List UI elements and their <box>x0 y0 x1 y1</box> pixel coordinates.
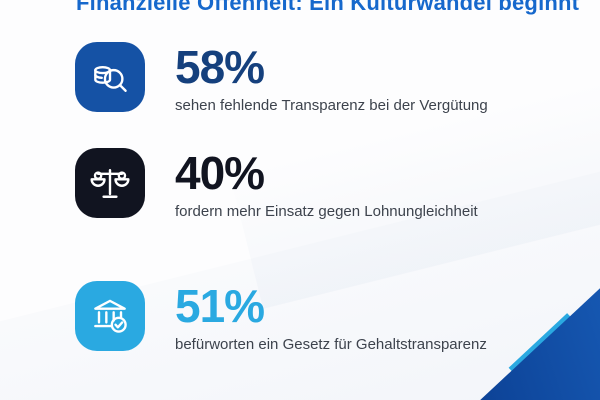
stat-value: 58% <box>175 41 265 93</box>
stat-row-transparency: 58% sehen fehlende Transparenz bei der V… <box>75 42 488 114</box>
balance-scale-icon <box>75 148 145 218</box>
stat-row-equality: 40% fordern mehr Einsatz gegen Lohnungle… <box>75 148 478 220</box>
stat-label: fordern mehr Einsatz gegen Lohnungleichh… <box>175 203 478 220</box>
stat-value: 51% <box>175 280 265 332</box>
stat-row-law: 51% befürworten ein Gesetz für Gehaltstr… <box>75 281 487 353</box>
stat-text: 40% fordern mehr Einsatz gegen Lohnungle… <box>175 148 478 220</box>
magnifier-coins-icon <box>75 42 145 112</box>
page-title: Finanzielle Offenheit: Ein Kulturwandel … <box>76 0 580 15</box>
bank-check-icon <box>75 281 145 351</box>
stat-text: 51% befürworten ein Gesetz für Gehaltstr… <box>175 281 487 353</box>
stat-label: sehen fehlende Transparenz bei der Vergü… <box>175 97 488 114</box>
stat-value: 40% <box>175 147 265 199</box>
stat-text: 58% sehen fehlende Transparenz bei der V… <box>175 42 488 114</box>
stat-label: befürworten ein Gesetz für Gehaltstransp… <box>175 336 487 353</box>
